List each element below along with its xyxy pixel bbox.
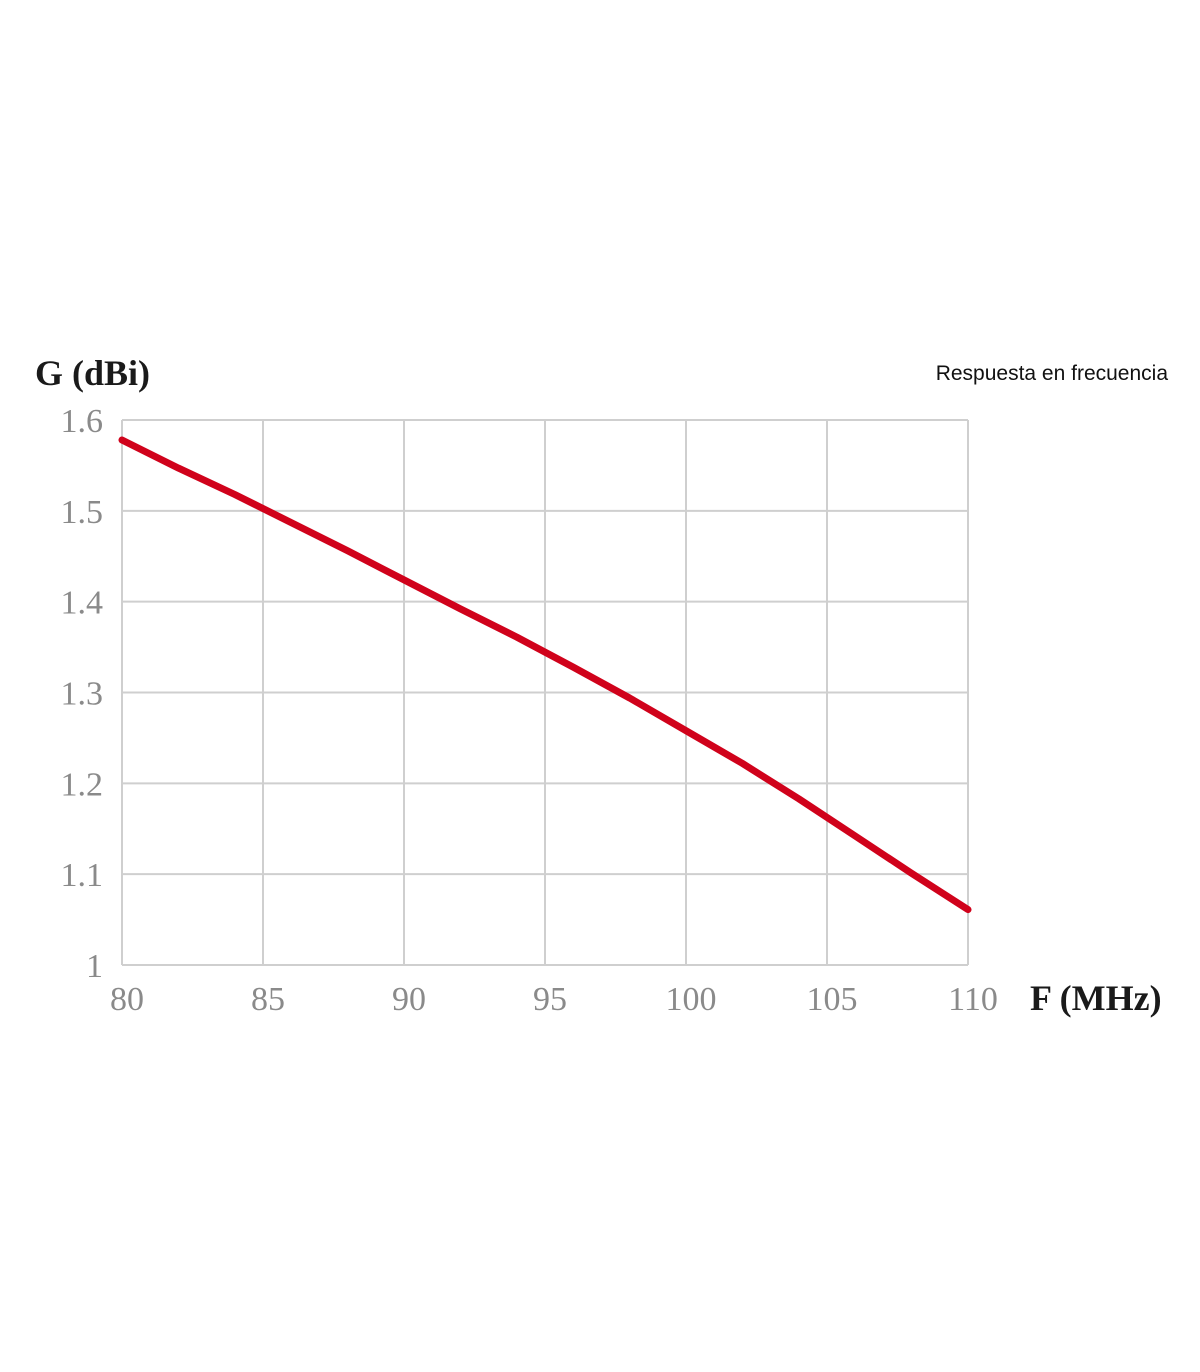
x-tick-label: 95 xyxy=(533,981,567,1018)
x-tick-label: 80 xyxy=(110,981,144,1018)
y-axis-label: G (dBi) xyxy=(35,353,150,393)
y-tick-label: 1.2 xyxy=(61,766,104,803)
y-tick-label: 1.5 xyxy=(61,494,104,531)
x-tick-label: 85 xyxy=(251,981,285,1018)
y-tick-label: 1.4 xyxy=(61,585,104,622)
x-tick-labels: 80 85 90 95 100 105 110 xyxy=(110,981,998,1018)
x-tick-label: 90 xyxy=(392,981,426,1018)
series-line-0 xyxy=(118,436,972,914)
grid xyxy=(121,419,969,966)
x-tick-label: 110 xyxy=(948,981,998,1018)
series-group xyxy=(118,436,972,914)
x-tick-label: 105 xyxy=(807,981,858,1018)
y-tick-label: 1.3 xyxy=(61,676,104,713)
x-tick-label: 100 xyxy=(666,981,717,1018)
y-tick-label: 1.1 xyxy=(61,857,104,894)
y-tick-label: 1.6 xyxy=(61,403,104,440)
y-tick-labels: 1 1.1 1.2 1.3 1.4 1.5 1.6 xyxy=(61,403,104,985)
chart-title: Respuesta en frecuencia xyxy=(936,362,1169,385)
x-axis-label: F (MHz) xyxy=(1030,978,1162,1018)
y-tick-label: 1 xyxy=(86,948,103,985)
